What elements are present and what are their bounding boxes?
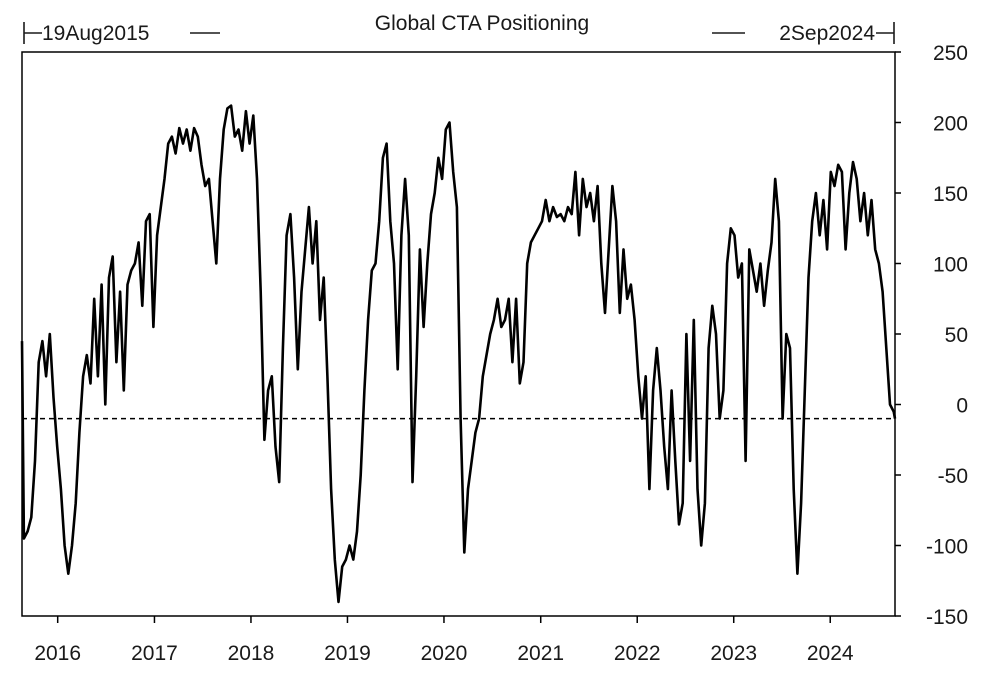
x-tick-label: 2018: [228, 642, 275, 665]
range-labels: 19Aug2015 2Sep2024: [23, 22, 895, 45]
x-tick-label: 2019: [324, 642, 371, 665]
y-axis: 250 200 150 100 50 0 -50 -100 -150: [895, 42, 968, 629]
y-tick-label: 250: [933, 42, 968, 65]
end-date-label: 2Sep2024: [779, 22, 875, 45]
x-tick-label: 2023: [710, 642, 757, 665]
y-tick-label: 50: [945, 324, 968, 347]
x-axis: 2016 2017 2018 2019 2020 2021 2022 2023 2024: [34, 616, 854, 665]
title-group: Global CTA Positioning: [310, 0, 655, 38]
y-tick-label: -50: [938, 465, 968, 488]
x-tick-label: 2021: [517, 642, 564, 665]
x-tick-label: 2022: [614, 642, 661, 665]
y-tick-label: 100: [933, 254, 968, 277]
y-tick-label: 200: [933, 113, 968, 136]
y-tick-label: 150: [933, 183, 968, 206]
x-tick-label: 2017: [131, 642, 178, 665]
start-date-label: 19Aug2015: [42, 22, 149, 45]
chart-title: Global CTA Positioning: [375, 12, 589, 35]
x-tick-label: 2016: [34, 642, 81, 665]
y-tick-label: 0: [956, 395, 968, 418]
series-line: [20, 104, 897, 604]
x-tick-label: 2024: [807, 642, 854, 665]
y-tick-label: -150: [926, 606, 968, 629]
x-tick-label: 2020: [421, 642, 468, 665]
title-background: [310, 0, 655, 38]
y-tick-label: -100: [926, 536, 968, 559]
